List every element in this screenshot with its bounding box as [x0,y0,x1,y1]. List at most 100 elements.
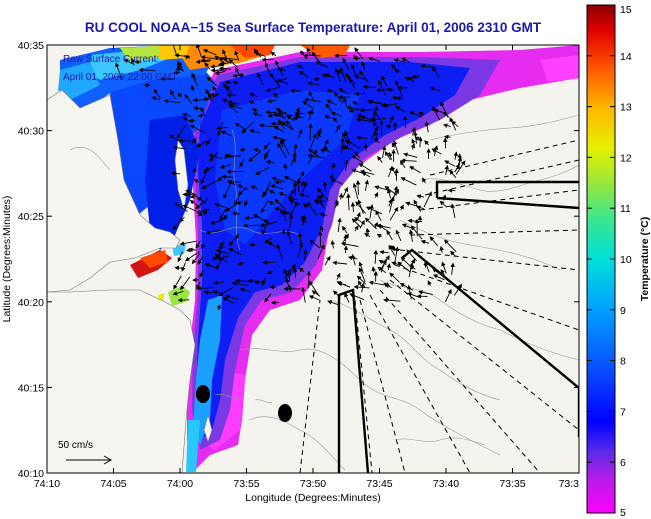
current-vector [153,88,161,99]
current-vector [250,185,258,190]
current-vector [334,67,341,82]
current-vector [285,277,290,290]
current-vector [232,80,239,86]
current-vector [196,281,201,290]
current-vector [189,124,206,134]
current-vector [232,211,241,216]
current-vector [363,143,369,152]
current-vector [407,218,423,224]
current-vector [389,196,395,213]
current-vector [181,262,186,272]
current-vector [292,181,298,196]
current-vector [292,143,298,159]
colorbar-tick-label: 13 [620,102,632,114]
current-vector [395,106,406,113]
current-vector [260,199,269,213]
x-tick-label: 73:50 [300,478,326,490]
current-vector [449,170,457,178]
current-vector [182,204,199,213]
current-vector [237,261,245,266]
current-vector [197,208,210,217]
colorbar-tick-label: 15 [620,4,632,16]
current-vector [348,78,356,89]
current-vector [267,241,280,250]
current-vector [210,64,225,69]
current-vector [329,173,335,186]
current-vector [358,70,369,83]
current-vector [409,111,422,118]
current-vector [364,217,377,230]
current-vector [441,261,447,274]
current-vector [380,258,387,273]
colorbar-tick-label: 11 [620,203,631,215]
current-vector [297,129,303,139]
current-vector [357,199,364,214]
current-vector [219,208,226,222]
current-vector [379,249,389,255]
current-vector [138,67,156,73]
x-tick-label: 73:3 [559,478,580,490]
current-vector [386,263,391,270]
current-vector [263,141,271,150]
current-vector [391,95,403,101]
current-vector [443,123,451,128]
current-vector [291,263,296,271]
current-vector [392,185,399,202]
current-vector [239,159,245,168]
current-vector [229,104,238,114]
current-vector [200,55,219,60]
current-vector [191,73,198,87]
current-vector [253,147,261,153]
current-vector [330,178,344,185]
current-vector [443,134,451,140]
current-vector [330,111,343,117]
current-vector [173,275,182,290]
colorbar-tick-label: 10 [620,254,632,266]
current-vector [453,151,458,160]
current-vector [168,134,183,144]
current-vector [271,176,286,183]
y-tick-label: 40:35 [18,40,44,52]
current-vector [385,282,390,289]
current-vector [217,121,224,137]
current-vector [361,61,366,70]
current-vector [407,76,419,81]
current-vector [321,73,330,78]
current-vector [346,105,357,111]
current-vector [197,256,204,265]
current-vector [200,58,211,63]
current-vector [418,111,424,117]
x-tick-label: 73:35 [499,478,525,490]
current-vector [451,120,459,128]
current-vector [265,86,281,93]
current-vector [151,96,161,101]
current-vector [179,216,185,223]
current-vector [276,243,283,261]
current-vector [417,136,423,148]
current-vector [287,284,293,292]
current-vector [228,59,238,68]
current-vector [172,145,186,151]
current-vector [297,242,304,258]
current-vector [344,130,351,146]
current-vector [196,140,208,148]
annotation-line-2: April 01, 2006 22:00 GMT [63,72,178,83]
current-vector [265,159,275,165]
current-vector [357,112,362,122]
current-vector [326,99,337,106]
current-vector [232,73,240,78]
current-vector [346,75,356,85]
current-vector [176,65,185,72]
current-vector [180,276,191,291]
current-vector [310,132,317,149]
current-vector [410,143,416,150]
current-vector [397,261,411,273]
current-vector [115,62,123,80]
current-vector [223,183,231,200]
colorbar-tick-label: 12 [620,152,632,164]
current-vector [308,109,314,121]
current-vector [193,178,199,184]
current-vector [213,280,224,285]
current-vector [321,139,329,153]
current-vector [242,223,261,228]
